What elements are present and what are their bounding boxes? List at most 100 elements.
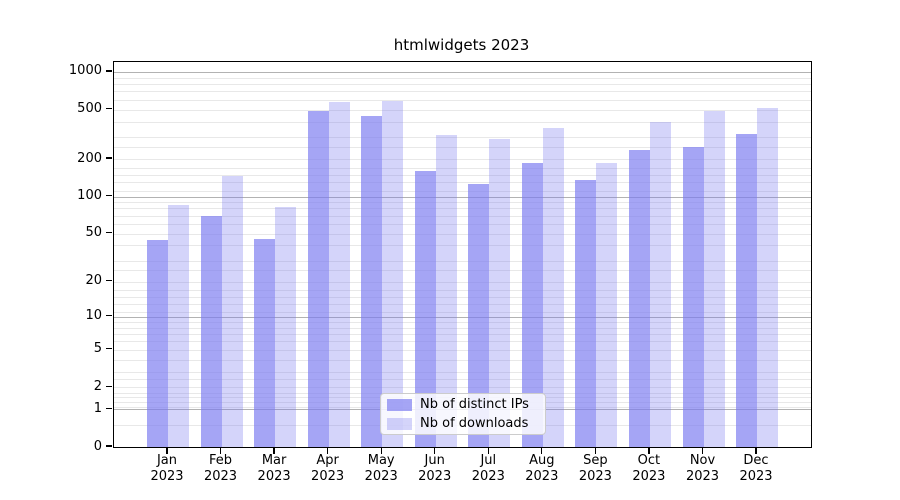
x-tick-mark [219,447,222,454]
x-tick-label-sep: Sep 2023 [567,453,623,484]
bar-jun-distinct-ips [414,171,436,447]
y-tick-label-10: 10 [85,308,102,324]
y-tick-mark [106,407,112,410]
bar-mar-distinct-ips [254,239,276,447]
x-tick-mark [594,447,597,454]
bar-aug-distinct-ips [521,163,543,447]
month-year: 2023 [685,468,720,484]
x-tick-label-nov: Nov 2023 [675,453,731,484]
month-name: Mar [261,453,287,468]
minor-gridline [114,91,811,93]
month-name: Feb [208,453,233,468]
y-tick-label-2: 2 [93,378,102,394]
y-tick-mark [106,348,112,350]
x-tick-mark [701,447,704,454]
month-name: Jan [156,453,178,468]
x-tick-mark [755,447,757,454]
y-tick-mark [106,70,112,72]
bar-sep-downloads [596,163,618,447]
month-year: 2023 [311,468,345,484]
x-tick-label-jun: Jun 2023 [407,453,463,484]
bar-dec-distinct-ips [736,133,757,447]
month-name: Apr [316,453,339,468]
minor-gridline [114,303,811,305]
x-tick-label-dec: Dec 2023 [728,453,784,484]
x-tick-mark [166,447,168,454]
y-tick-mark [106,194,112,197]
minor-gridline [114,109,811,111]
minor-gridline [114,245,811,247]
y-tick-label-200: 200 [77,150,102,166]
minor-gridline [114,121,811,123]
month-year: 2023 [739,468,773,484]
bar-oct-distinct-ips [628,149,650,447]
month-name: Aug [529,453,555,468]
legend-label-downloads: Nb of downloads [420,416,529,431]
minor-gridline [114,290,811,292]
minor-gridline [114,223,811,225]
y-tick-mark [106,445,112,447]
minor-gridline [114,270,811,272]
minor-gridline [114,182,811,184]
bar-dec-downloads [757,107,778,447]
bar-jan-distinct-ips [147,240,168,447]
month-name: May [367,453,395,468]
major-gridline [114,71,811,73]
minor-gridline [114,147,811,148]
minor-gridline [114,137,811,139]
plot-area: Nb of distinct IPs Nb of downloads [113,61,812,448]
month-year: 2023 [471,468,505,484]
minor-gridline [114,312,811,314]
minor-gridline [114,191,811,193]
bar-feb-distinct-ips [200,215,222,447]
x-tick-label-feb: Feb 2023 [193,453,249,484]
x-tick-label-jan: Jan 2023 [139,453,195,484]
x-tick-label-may: May 2023 [353,453,409,484]
bar-jul-downloads [489,138,511,447]
bar-aug-downloads [542,128,564,447]
chart-title: htmlwidgets 2023 [393,36,530,54]
minor-gridline [114,202,811,204]
bar-jan-downloads [168,205,189,447]
x-tick-mark [380,447,382,454]
minor-gridline [114,174,811,176]
y-tick-label-0: 0 [93,438,102,454]
major-gridline [114,196,811,198]
x-tick-label-oct: Oct 2023 [621,453,677,484]
bar-feb-downloads [221,175,243,447]
x-tick-mark [541,447,543,454]
y-tick-label-50: 50 [85,225,102,241]
bar-jun-downloads [435,134,457,447]
x-tick-mark [326,447,329,454]
minor-gridline [114,349,811,351]
x-tick-label-aug: Aug 2023 [514,453,570,484]
bar-mar-downloads [275,206,297,447]
x-tick-label-jul: Jul 2023 [460,453,516,484]
month-year: 2023 [578,468,612,484]
minor-gridline [114,296,811,298]
month-year: 2023 [364,468,398,484]
y-tick-label-5: 5 [93,341,102,357]
bar-apr-distinct-ips [307,111,329,447]
major-gridline [114,316,811,318]
month-year: 2023 [203,468,238,484]
minor-gridline [114,167,811,169]
minor-gridline [114,327,811,329]
legend-label-distinct-ips: Nb of distinct IPs [420,397,529,412]
minor-gridline [114,322,811,323]
y-tick-label-500: 500 [77,101,102,116]
month-year: 2023 [150,468,184,484]
month-year: 2023 [632,468,666,484]
x-tick-label-apr: Apr 2023 [300,453,356,484]
minor-gridline [114,233,811,235]
minor-gridline [114,215,811,217]
y-tick-mark [106,280,112,282]
y-tick-mark [106,315,112,317]
month-name: Oct [637,453,661,468]
minor-gridline [114,371,811,373]
minor-gridline [114,334,811,336]
month-year: 2023 [418,468,452,484]
minor-gridline [114,208,811,210]
minor-gridline [114,260,811,262]
minor-gridline [114,77,811,79]
